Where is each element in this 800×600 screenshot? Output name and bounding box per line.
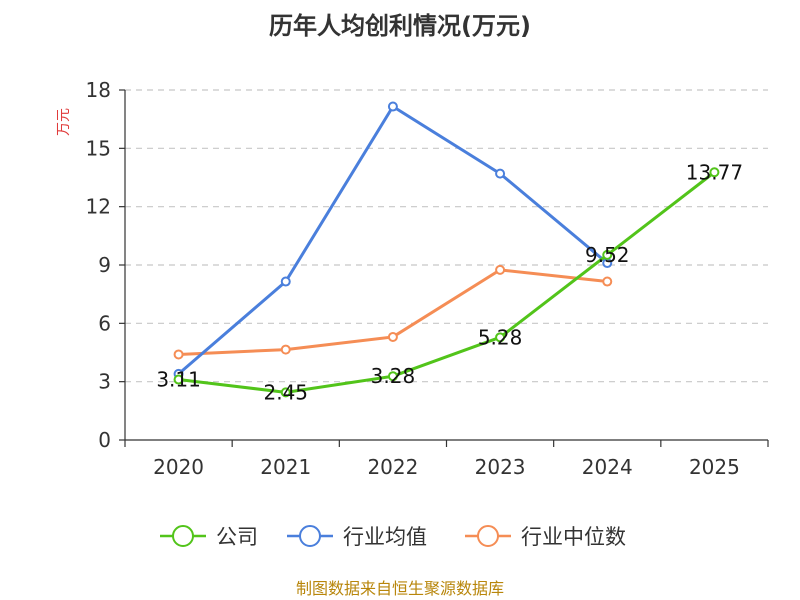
data-label: 2.45: [263, 380, 308, 404]
data-point[interactable]: [709, 167, 720, 178]
data-point[interactable]: [495, 168, 506, 179]
y-tick-label: 0: [98, 428, 111, 452]
legend-label: 公司: [216, 525, 258, 549]
data-label: 13.77: [686, 160, 743, 184]
x-tick-label: 2023: [475, 455, 526, 479]
y-tick-label: 12: [86, 195, 111, 219]
data-label: 3.28: [371, 364, 416, 388]
legend-label: 行业均值: [343, 525, 427, 549]
x-tick-label: 2021: [260, 455, 311, 479]
y-axis-unit: 万元: [56, 108, 72, 136]
data-point[interactable]: [602, 276, 613, 287]
y-tick-label: 9: [98, 253, 111, 277]
data-point[interactable]: [387, 331, 398, 342]
y-tick-label: 15: [86, 136, 111, 160]
x-tick-label: 2024: [582, 455, 633, 479]
axes: 0 3 6 9 12 15 18 2020 2021 2022 2023 2024 2025: [86, 78, 769, 479]
chart-title: 历年人均创利情况(万元): [269, 12, 531, 40]
legend[interactable]: 公司 行业均值 行业中位数: [160, 525, 626, 549]
legend-marker: [172, 525, 194, 547]
y-tick-label: 6: [98, 311, 111, 335]
data-point[interactable]: [280, 387, 291, 398]
x-tick-label: 2022: [367, 455, 418, 479]
data-point[interactable]: [173, 349, 184, 360]
data-labels: 3.11 2.45 3.28 5.28 9.52 13.77: [156, 160, 743, 404]
grid-lines: [125, 89, 768, 383]
data-point[interactable]: [280, 344, 291, 355]
series-line-0: [178, 171, 716, 394]
data-point[interactable]: [387, 101, 398, 112]
data-point[interactable]: [602, 249, 613, 260]
legend-item-2[interactable]: 行业中位数: [465, 525, 626, 549]
legend-marker: [477, 525, 499, 547]
data-label: 3.11: [156, 368, 201, 392]
source-note: 制图数据来自恒生聚源数据库: [296, 579, 504, 598]
legend-item-1[interactable]: 行业均值: [287, 525, 427, 549]
legend-label: 行业中位数: [521, 525, 626, 549]
legend-item-0[interactable]: 公司: [160, 525, 258, 549]
x-tick-label: 2020: [153, 455, 204, 479]
data-point[interactable]: [280, 276, 291, 287]
x-tick-label: 2025: [689, 455, 740, 479]
data-label: 5.28: [478, 325, 523, 349]
series-lines: [173, 101, 720, 398]
data-label: 9.52: [585, 243, 630, 267]
data-point[interactable]: [495, 264, 506, 275]
data-point[interactable]: [387, 371, 398, 382]
legend-marker: [299, 525, 321, 547]
data-point[interactable]: [173, 374, 184, 385]
data-point[interactable]: [495, 332, 506, 343]
y-tick-label: 3: [98, 370, 111, 394]
y-tick-label: 18: [86, 78, 111, 102]
